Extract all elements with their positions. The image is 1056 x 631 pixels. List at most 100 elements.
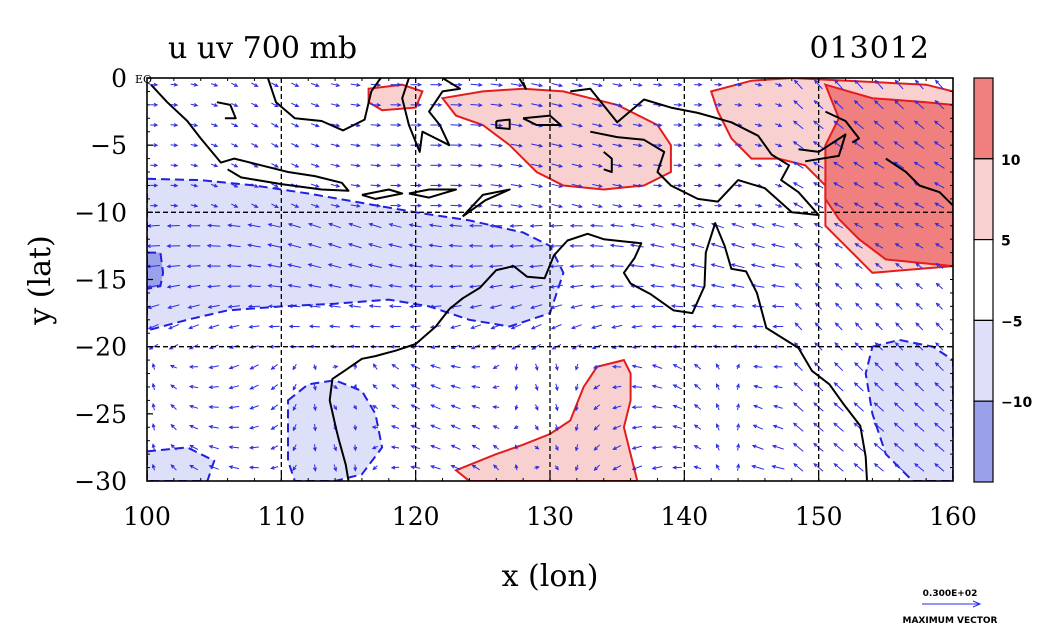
- wind-vector-head: [612, 466, 617, 471]
- wind-vector: [226, 263, 241, 268]
- wind-vector: [736, 463, 741, 471]
- wind-vector-head: [151, 362, 156, 368]
- wind-vector-shaft: [610, 244, 624, 248]
- wind-vector-shaft: [591, 304, 603, 308]
- wind-vector-head: [417, 163, 423, 168]
- wind-vector-shaft: [271, 445, 279, 450]
- wind-vector-head: [854, 362, 859, 367]
- wind-vector: [168, 324, 179, 330]
- wind-vector: [210, 82, 219, 87]
- wind-vector: [894, 222, 904, 229]
- wind-vector: [327, 242, 342, 249]
- wind-vector-shaft: [251, 143, 258, 148]
- wind-vector: [531, 103, 544, 108]
- wind-vector-head: [233, 103, 239, 107]
- wind-vector-shaft: [471, 324, 482, 329]
- wind-vector-head: [813, 422, 818, 427]
- wind-vector: [151, 422, 156, 431]
- wind-vector-head: [538, 83, 544, 88]
- wind-vector-head: [151, 402, 156, 408]
- wind-vector-shaft: [814, 243, 823, 249]
- wind-vector: [430, 82, 443, 87]
- wind-vector-shaft: [612, 324, 623, 329]
- wind-vector-shaft: [490, 144, 502, 147]
- wind-vector: [469, 304, 482, 309]
- wind-vector-shaft: [894, 100, 904, 110]
- wind-vector-head: [511, 345, 516, 350]
- wind-vector: [670, 283, 684, 288]
- wind-vector: [754, 103, 763, 107]
- wind-vector-head: [333, 364, 339, 369]
- wind-vector-head: [348, 304, 354, 309]
- wind-vector-head: [629, 263, 635, 268]
- wind-vector-head: [368, 243, 373, 247]
- wind-vector-shaft: [291, 203, 299, 208]
- wind-vector-shaft: [510, 123, 522, 127]
- wind-vector-shaft: [310, 103, 319, 107]
- wind-vector: [834, 243, 843, 249]
- wind-vector: [291, 82, 300, 87]
- wind-vector-shaft: [227, 244, 241, 248]
- wind-vector-head: [913, 120, 919, 125]
- wind-vector-shaft: [229, 446, 240, 449]
- wind-vector-shaft: [449, 245, 463, 247]
- wind-vector-shaft: [370, 204, 381, 207]
- wind-vector: [751, 444, 764, 450]
- wind-vector-shaft: [248, 224, 261, 228]
- wind-vector-head: [814, 342, 819, 347]
- wind-vector-head: [468, 243, 474, 248]
- coastline-bangka: [216, 101, 237, 120]
- wind-vector-head: [618, 183, 623, 188]
- wind-vector: [310, 103, 320, 108]
- wind-vector: [570, 324, 582, 330]
- wind-vector-head: [429, 364, 435, 369]
- wind-vector: [471, 464, 480, 471]
- wind-vector-head: [228, 425, 233, 430]
- wind-vector-head: [913, 161, 919, 166]
- wind-vector-head: [226, 263, 232, 268]
- wind-vector-head: [315, 83, 320, 87]
- wind-vector-head: [315, 183, 320, 188]
- wind-vector: [489, 284, 503, 289]
- wind-vector-head: [935, 262, 940, 267]
- wind-vector: [609, 284, 624, 289]
- wind-vector-head: [893, 120, 899, 125]
- wind-vector-head: [233, 123, 239, 127]
- wind-vector-head: [514, 366, 519, 371]
- wind-vector-head: [349, 324, 354, 329]
- wind-vector-shaft: [712, 325, 723, 328]
- wind-vector-head: [173, 82, 179, 87]
- wind-vector: [247, 284, 261, 289]
- wind-vector: [307, 222, 321, 229]
- wind-vector: [631, 445, 643, 450]
- wind-vector-head: [228, 465, 234, 470]
- wind-vector-head: [813, 99, 818, 105]
- wind-vector-head: [853, 120, 858, 125]
- wind-vector-head: [578, 204, 584, 209]
- wind-vector-head: [376, 203, 382, 208]
- wind-vector-shaft: [470, 104, 482, 106]
- wind-vector: [853, 382, 864, 392]
- wind-vector-shaft: [793, 141, 804, 150]
- wind-vector-shaft: [431, 404, 441, 410]
- wind-vector-head: [558, 204, 564, 209]
- wind-vector-head: [770, 263, 776, 268]
- wind-vector: [490, 324, 502, 330]
- wind-vector: [632, 143, 643, 148]
- wind-vector-head: [478, 103, 483, 108]
- wind-vector: [267, 223, 281, 228]
- wind-vector-head: [894, 382, 899, 387]
- wind-vector-shaft: [612, 103, 622, 107]
- wind-vector: [490, 103, 504, 108]
- wind-vector-shaft: [794, 80, 803, 90]
- wind-vector-shaft: [189, 464, 199, 471]
- wind-vector-head: [228, 365, 234, 370]
- wind-vector-head: [834, 262, 840, 267]
- wind-vector: [609, 263, 624, 268]
- wind-vector-head: [578, 103, 584, 108]
- wind-vector-head: [570, 305, 575, 309]
- wind-vector: [450, 404, 461, 410]
- wind-vector-shaft: [731, 284, 745, 288]
- wind-vector: [753, 404, 763, 410]
- wind-vector-head: [450, 424, 456, 429]
